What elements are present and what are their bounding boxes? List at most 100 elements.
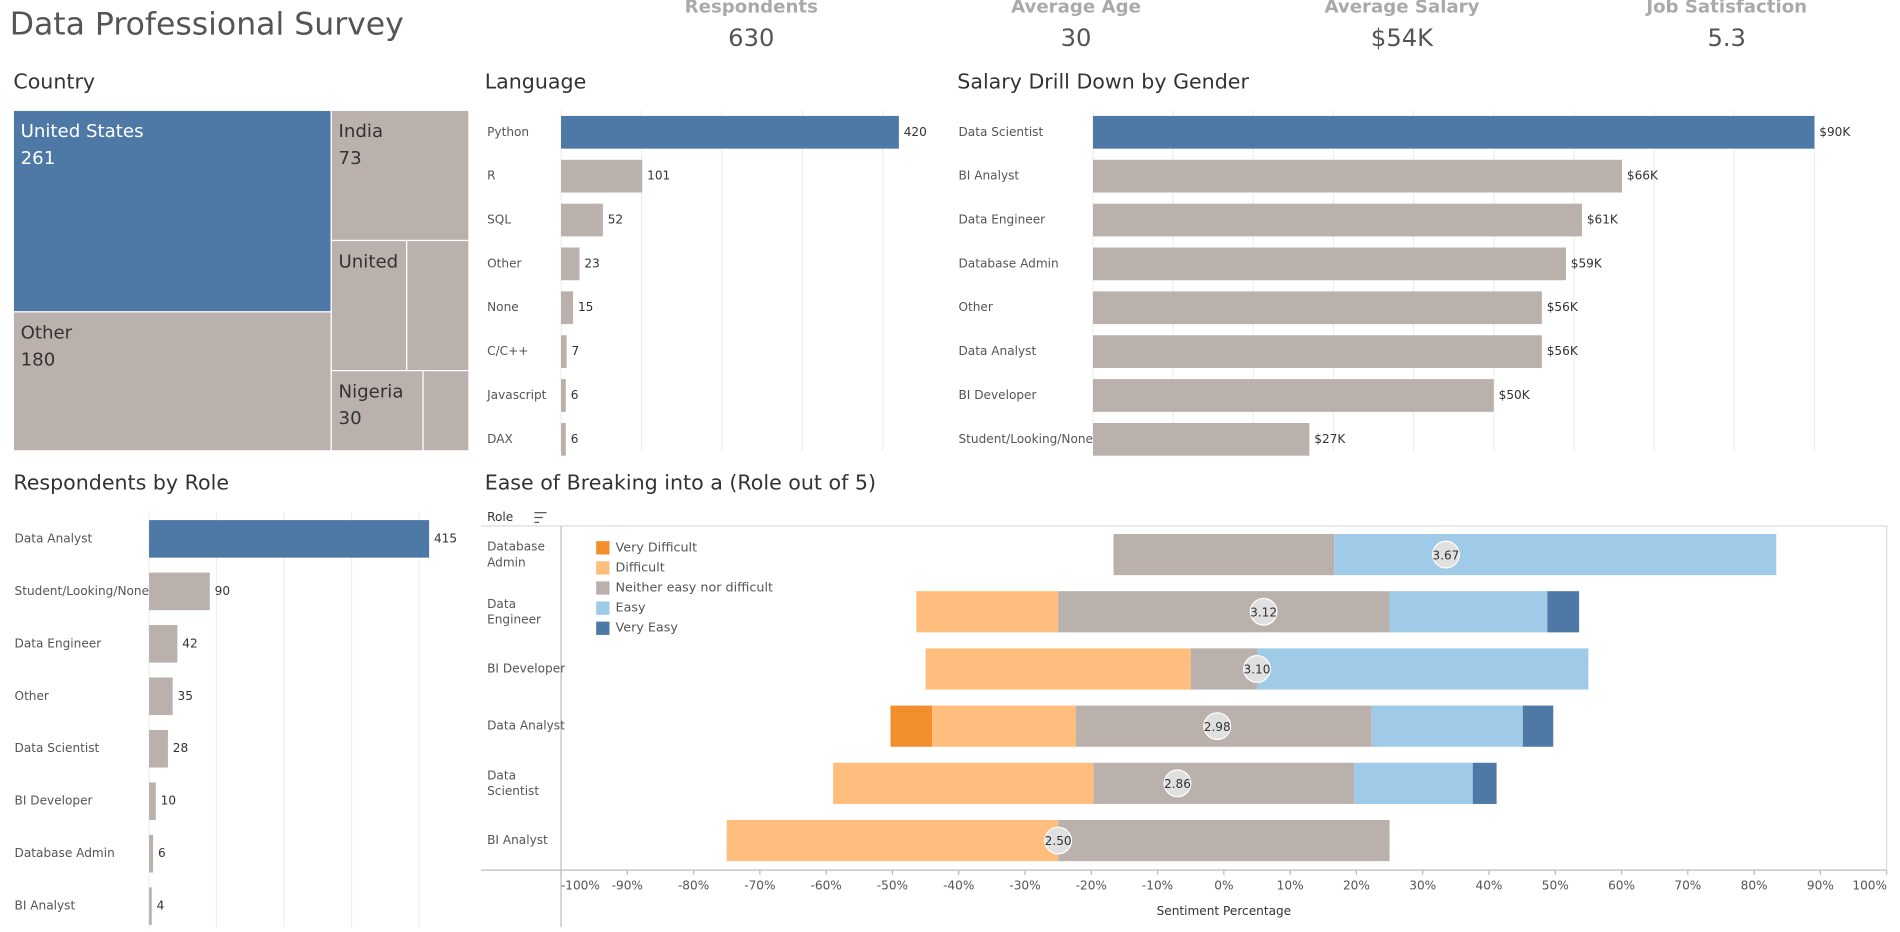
y-tick-label: Other — [15, 689, 49, 703]
bar — [149, 572, 210, 611]
y-tick-label: Python — [487, 125, 529, 139]
score-marker — [1044, 826, 1073, 855]
data-label: $61K — [1587, 213, 1619, 227]
bar-segment — [1093, 762, 1355, 804]
treemap-cell — [422, 370, 470, 452]
bar — [561, 115, 899, 149]
x-tick-label: -90% — [612, 878, 643, 892]
data-label: 15 — [578, 300, 593, 314]
y-tick-label: Data Analyst — [958, 344, 1036, 358]
bar — [149, 834, 154, 873]
kpi-value: 630 — [728, 24, 774, 52]
bar-segment — [1389, 591, 1548, 633]
score-label: 3.10 — [1244, 663, 1271, 677]
x-tick-label: 40% — [1476, 878, 1503, 892]
data-label: 101 — [647, 169, 670, 183]
data-label: $66K — [1627, 169, 1659, 183]
x-tick-label: -100% — [561, 878, 600, 892]
bar-segment — [890, 705, 933, 747]
x-tick-label: -80% — [678, 878, 709, 892]
y-tick-label: None — [487, 300, 519, 314]
bar-segment — [1058, 819, 1390, 862]
x-tick-label: -70% — [744, 878, 775, 892]
panel-title: Respondents by Role — [13, 471, 229, 495]
bar — [561, 335, 567, 368]
bar-segment — [726, 819, 1059, 862]
sort-icon[interactable] — [534, 512, 547, 523]
panel-title: Salary Drill Down by Gender — [957, 69, 1249, 93]
y-tick-label: Database Admin — [487, 539, 549, 569]
score-marker — [1163, 769, 1192, 798]
cell-label: United States — [21, 121, 144, 142]
cell-value: 30 — [339, 408, 362, 429]
bar — [149, 520, 430, 558]
data-label: 420 — [904, 125, 927, 139]
y-tick-label: DAX — [487, 432, 513, 446]
score-label: 3.67 — [1432, 548, 1459, 562]
y-tick-label: BI Developer — [487, 661, 565, 675]
legend-label: Very Easy — [616, 620, 679, 635]
bar — [149, 729, 168, 768]
x-axis-title: Sentiment Percentage — [1157, 904, 1292, 918]
bar — [561, 291, 574, 325]
bar-segment — [1058, 591, 1390, 633]
data-label: 28 — [173, 741, 188, 755]
y-tick-label: Data Analyst — [15, 531, 93, 545]
x-tick-label: 0% — [1214, 878, 1233, 892]
y-tick-label: Other — [958, 300, 992, 314]
legend-label: Difficult — [616, 559, 665, 574]
bar — [561, 247, 580, 281]
x-tick-label: -10% — [1142, 878, 1173, 892]
panel-title: Country — [13, 69, 95, 93]
kpi-label: Average Age — [1011, 0, 1141, 17]
bar — [1092, 203, 1582, 237]
dashboard-title: Data Professional Survey — [10, 7, 404, 43]
data-label: 10 — [161, 794, 176, 808]
legend-swatch — [596, 621, 610, 635]
bar — [1092, 291, 1542, 325]
bar-segment — [1256, 648, 1589, 690]
y-tick-label: Data Engineer — [487, 596, 541, 626]
data-label: 23 — [584, 256, 599, 270]
score-label: 2.98 — [1204, 720, 1231, 734]
bar — [1092, 335, 1542, 368]
panel-title: Language — [485, 69, 587, 93]
kpi-value: $54K — [1371, 24, 1434, 52]
bar — [149, 625, 178, 663]
kpi-value: 30 — [1061, 24, 1092, 52]
bar — [149, 677, 173, 716]
bar — [561, 203, 603, 237]
data-label: 4 — [157, 899, 165, 913]
treemap-cell — [12, 311, 332, 452]
kpi-value: 5.3 — [1707, 24, 1746, 52]
x-tick-label: 20% — [1343, 878, 1370, 892]
bar-segment — [833, 762, 1094, 804]
bar — [561, 379, 566, 412]
y-tick-label: Database Admin — [958, 256, 1058, 270]
y-tick-label: BI Analyst — [15, 899, 76, 913]
panel-title: Ease of Breaking into a (Role out of 5) — [485, 471, 876, 495]
y-tick-label: R — [487, 169, 496, 183]
data-label: 7 — [572, 344, 580, 358]
x-tick-label: -50% — [877, 878, 908, 892]
legend-label: Neither easy nor difficult — [616, 580, 773, 595]
data-label: 6 — [571, 432, 579, 446]
bar — [1092, 422, 1310, 456]
legend-swatch — [596, 561, 610, 575]
x-tick-label: -30% — [1009, 878, 1040, 892]
legend-label: Very Difficult — [616, 539, 698, 554]
treemap-cell — [406, 239, 470, 372]
score-marker — [1243, 655, 1271, 683]
bar — [561, 159, 643, 193]
score-marker — [1431, 540, 1460, 569]
bar-segment — [916, 591, 1059, 633]
x-tick-label: -40% — [943, 878, 974, 892]
data-label: $90K — [1819, 125, 1851, 139]
data-label: 90 — [215, 584, 230, 598]
treemap-cell — [330, 109, 470, 242]
y-tick-label: Other — [487, 256, 521, 270]
legend-swatch — [596, 541, 610, 555]
data-label: $27K — [1314, 432, 1346, 446]
x-tick-label: 100% — [1852, 878, 1887, 892]
